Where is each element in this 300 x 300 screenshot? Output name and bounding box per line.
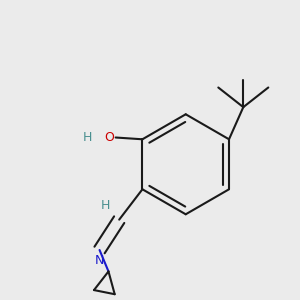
Text: N: N (95, 254, 104, 267)
Text: H: H (82, 131, 92, 144)
Text: H: H (101, 199, 110, 212)
Text: O: O (104, 131, 114, 144)
